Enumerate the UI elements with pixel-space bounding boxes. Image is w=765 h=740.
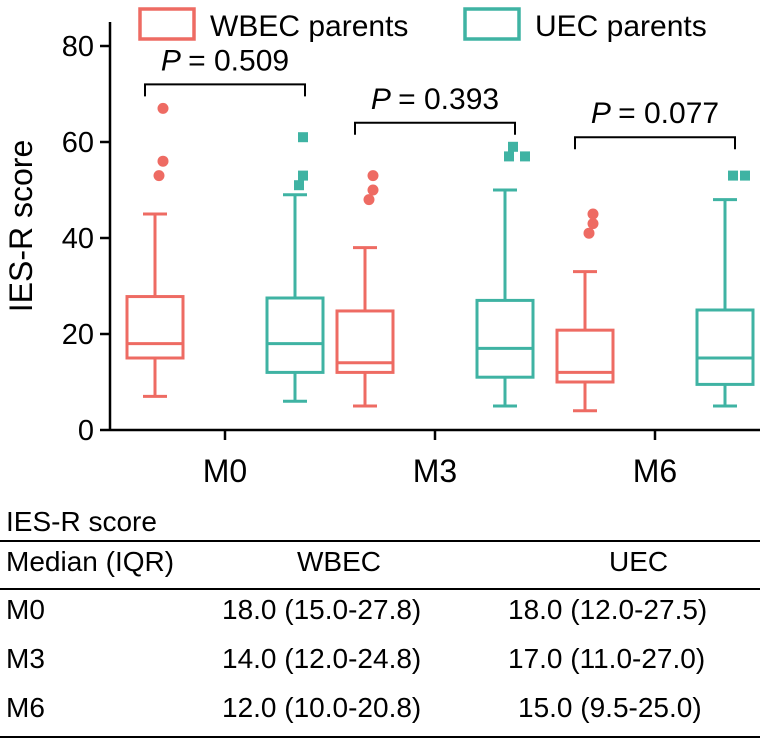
legend-swatch-wbec <box>138 7 196 41</box>
x-tick-label-M3: M3 <box>413 453 457 489</box>
wbec-m0-outlier <box>153 170 165 182</box>
wbec-m0-outlier <box>157 102 169 114</box>
table-row-m6-uec: 15.0 (9.5-25.0) <box>518 692 702 723</box>
table-row-m0-uec: 18.0 (12.0-27.5) <box>508 594 708 625</box>
table-row-m3-label: M3 <box>6 643 45 674</box>
p-bracket-M0 <box>144 83 306 97</box>
uec-m6-outlier <box>740 170 750 181</box>
p-value-label-M3: P = 0.393 <box>371 83 499 116</box>
y-tick-label-20: 20 <box>62 319 94 351</box>
wbec-m6-outlier <box>587 208 599 220</box>
p-bracket-M6 <box>574 136 736 150</box>
legend-swatch-uec <box>463 7 521 41</box>
wbec-m0-box <box>125 295 185 360</box>
box-plot-chart: 0 20 40 60 80 IES-R score M0 M3 M6 P = 0.509 P = 0… <box>3 7 760 489</box>
wbec-m3-outlier <box>367 170 379 182</box>
table-header-label: Median (IQR) <box>6 546 175 577</box>
table-header-rule <box>0 588 760 590</box>
wbec-m6-outlier <box>583 227 595 239</box>
table-row-m6-label: M6 <box>6 692 45 723</box>
table-row-m0-label: M0 <box>6 594 45 625</box>
uec-m3-box <box>475 298 535 379</box>
uec-m3-outlier <box>508 141 518 152</box>
table-header-wbec: WBEC <box>297 546 381 577</box>
table-bottom-rule <box>0 736 760 738</box>
table-row-m3-uec: 17.0 (11.0-27.0) <box>508 643 706 674</box>
table-row-m6-wbec: 12.0 (10.0-20.8) <box>222 692 422 723</box>
p-value-label-M6: P = 0.077 <box>591 97 719 130</box>
x-tick-label-M0: M0 <box>203 453 247 489</box>
uec-m0-outlier <box>294 180 304 191</box>
wbec-m3-outlier <box>367 184 379 196</box>
uec-m3-outlier <box>504 151 514 162</box>
wbec-m0-outlier <box>157 155 169 167</box>
x-tick-label-M6: M6 <box>633 453 677 489</box>
table-row-m3-wbec: 14.0 (12.0-24.8) <box>222 643 422 674</box>
y-tick-label-80: 80 <box>62 31 94 63</box>
y-axis-title: IES-R score <box>3 140 39 312</box>
p-value-label-M0: P = 0.509 <box>161 44 289 77</box>
y-tick-label-0: 0 <box>78 415 94 447</box>
table-header-uec: UEC <box>609 546 669 577</box>
table-top-rule <box>0 540 760 542</box>
uec-m0-box <box>265 296 325 374</box>
table-title: IES-R score <box>6 506 157 537</box>
y-tick-label-60: 60 <box>62 127 94 159</box>
wbec-m6-outlier <box>587 218 599 230</box>
uec-m3-outlier <box>520 151 530 162</box>
wbec-m3-outlier <box>363 194 375 206</box>
uec-m6-outlier <box>728 170 738 181</box>
y-tick-label-40: 40 <box>62 223 94 255</box>
uec-m0-outlier <box>298 170 308 181</box>
wbec-m6-box <box>555 328 615 384</box>
p-bracket-M3 <box>354 121 516 135</box>
uec-m6-box <box>695 308 755 386</box>
table-row-m0-wbec: 18.0 (15.0-27.8) <box>222 594 422 625</box>
legend-label-wbec: WBEC parents <box>210 10 408 43</box>
uec-m0-outlier <box>298 132 308 143</box>
legend-label-uec: UEC parents <box>535 10 707 43</box>
